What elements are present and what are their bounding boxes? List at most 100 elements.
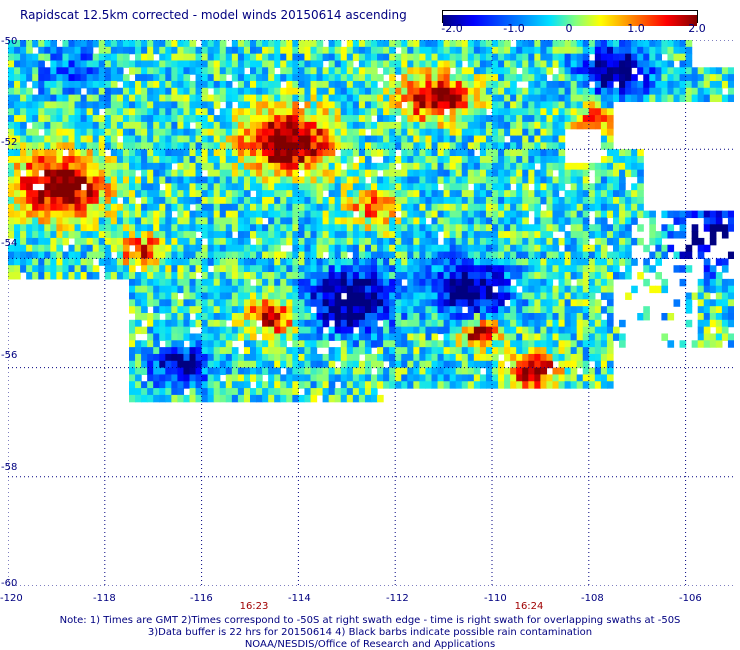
wind-diff-cell [116,272,124,280]
wind-diff-cell [383,347,390,355]
wind-diff-cell [492,53,499,62]
wind-diff-cell [129,251,136,259]
wind-diff-cell [92,244,100,253]
wind-diff-cell [298,272,306,280]
wind-diff-cell [697,278,705,287]
wind-diff-cell [346,121,354,130]
wind-diff-cell [153,319,160,328]
wind-diff-cell [135,347,142,355]
wind-diff-cell [552,135,560,143]
wind-diff-cell [147,80,154,89]
wind-diff-cell [534,224,541,232]
wind-diff-cell [570,285,578,294]
wind-diff-cell [201,217,209,225]
wind-diff-cell [116,258,124,266]
wind-diff-cell [104,176,112,184]
wind-diff-cell [582,224,590,232]
wind-diff-cell [20,196,27,205]
wind-diff-cell [225,272,233,280]
wind-diff-cell [564,169,572,178]
wind-diff-cell [165,183,172,191]
wind-diff-cell [637,67,644,75]
wind-diff-cell [256,251,263,259]
wind-diff-cell [322,108,330,116]
wind-diff-cell [594,381,602,389]
wind-diff-cell [576,196,584,205]
wind-diff-cell [371,203,378,212]
wind-diff-cell [510,80,517,89]
wind-diff-cell [38,217,45,225]
wind-diff-cell [600,176,608,184]
wind-diff-cell [352,367,360,376]
wind-diff-cell [110,121,118,130]
wind-diff-cell [237,60,245,68]
wind-diff-cell [407,210,414,219]
wind-diff-cell [461,128,469,137]
wind-diff-cell [352,101,360,109]
wind-diff-cell [274,149,281,157]
wind-diff-cell [576,190,584,198]
wind-diff-cell [26,251,33,259]
wind-diff-cell [473,340,481,348]
wind-diff-cell [443,333,451,341]
wind-diff-cell [498,326,505,335]
wind-diff-cell [26,74,33,82]
wind-diff-cell [564,313,572,321]
wind-diff-cell [419,272,427,280]
wind-diff-cell [419,40,427,48]
wind-diff-cell [116,183,124,191]
wind-diff-cell [159,128,166,137]
wind-diff-cell [32,67,39,75]
wind-diff-cell [334,237,342,246]
wind-diff-cell [443,80,451,89]
wind-diff-cell [80,53,88,62]
wind-diff-cell [231,142,239,150]
wind-diff-cell [316,142,324,150]
wind-diff-cell [340,353,348,362]
wind-diff-cell [280,258,287,266]
wind-diff-cell [159,53,166,62]
wind-diff-cell [201,306,209,314]
wind-diff-cell [576,231,584,239]
wind-diff-cell [322,196,330,205]
wind-diff-cell [62,237,70,246]
wind-diff-cell [243,162,251,171]
wind-diff-cell [552,326,560,335]
wind-diff-cell [667,46,675,55]
wind-diff-cell [473,285,481,294]
wind-diff-cell [631,53,638,62]
wind-diff-cell [189,360,197,369]
wind-diff-cell [685,94,693,103]
wind-diff-cell [600,121,608,130]
wind-diff-cell [189,340,197,348]
wind-diff-cell [582,374,590,382]
wind-diff-cell [268,87,275,96]
wind-diff-cell [528,60,535,68]
wind-diff-cell [147,313,154,321]
wind-diff-cell [564,306,572,314]
wind-diff-cell [129,196,136,205]
wind-diff-cell [625,169,632,178]
wind-diff-cell [159,115,166,123]
wind-diff-cell [413,94,420,103]
wind-diff-cell [310,224,318,232]
wind-diff-cell [588,196,596,205]
wind-diff-cell [364,74,372,82]
wind-diff-cell [129,142,136,150]
wind-diff-cell [649,80,656,89]
wind-diff-cell [322,156,330,164]
wind-diff-cell [62,183,70,191]
wind-diff-cell [528,176,535,184]
wind-diff-cell [98,80,106,89]
wind-diff-cell [316,251,324,259]
wind-diff-cell [461,353,469,362]
wind-diff-cell [364,217,372,225]
wind-diff-cell [340,251,348,259]
wind-diff-cell [268,210,275,219]
wind-diff-cell [231,156,239,164]
wind-diff-cell [135,74,142,82]
wind-diff-cell [383,258,390,266]
wind-diff-cell [328,367,336,376]
wind-diff-cell [492,203,499,212]
wind-diff-cell [479,285,487,294]
